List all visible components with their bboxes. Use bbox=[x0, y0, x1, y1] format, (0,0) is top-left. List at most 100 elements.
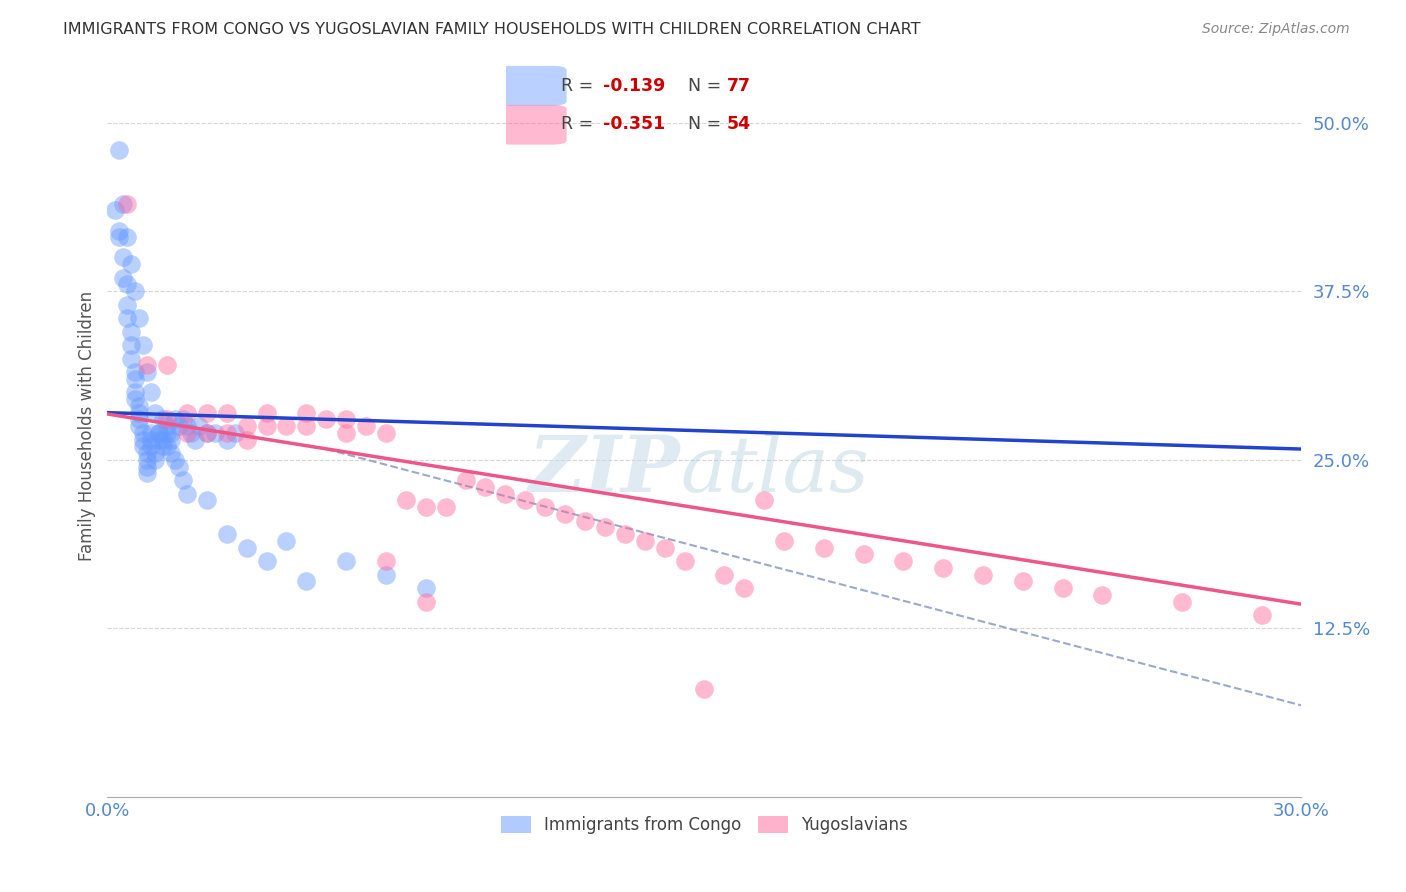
Point bbox=[156, 439, 179, 453]
Point bbox=[120, 325, 142, 339]
Point bbox=[176, 406, 198, 420]
Point bbox=[176, 486, 198, 500]
Text: N =: N = bbox=[688, 115, 727, 133]
Point bbox=[141, 385, 163, 400]
Point bbox=[136, 359, 159, 373]
Point bbox=[634, 533, 657, 548]
Point bbox=[295, 406, 318, 420]
Point bbox=[187, 419, 209, 434]
Text: 54: 54 bbox=[727, 115, 751, 133]
Point bbox=[1091, 588, 1114, 602]
Point bbox=[120, 351, 142, 366]
Point bbox=[143, 453, 166, 467]
Point bbox=[124, 372, 146, 386]
Text: R =: R = bbox=[561, 115, 599, 133]
Point bbox=[474, 480, 496, 494]
Point bbox=[235, 419, 257, 434]
Text: N =: N = bbox=[688, 78, 727, 95]
Point bbox=[454, 473, 477, 487]
Point bbox=[141, 425, 163, 440]
Point bbox=[117, 311, 139, 326]
Point bbox=[434, 500, 457, 514]
Point bbox=[156, 359, 179, 373]
Point bbox=[276, 533, 298, 548]
Point bbox=[112, 196, 135, 211]
Point bbox=[534, 500, 557, 514]
Point bbox=[215, 433, 238, 447]
Point bbox=[415, 594, 437, 608]
Point bbox=[160, 433, 183, 447]
Point bbox=[852, 547, 875, 561]
Point bbox=[143, 406, 166, 420]
Point bbox=[932, 561, 955, 575]
Point bbox=[112, 270, 135, 285]
Point bbox=[141, 433, 163, 447]
Point bbox=[215, 406, 238, 420]
Text: IMMIGRANTS FROM CONGO VS YUGOSLAVIAN FAMILY HOUSEHOLDS WITH CHILDREN CORRELATION: IMMIGRANTS FROM CONGO VS YUGOSLAVIAN FAM… bbox=[63, 22, 921, 37]
Point bbox=[128, 406, 150, 420]
Point bbox=[148, 433, 170, 447]
Point bbox=[176, 419, 198, 434]
Point bbox=[494, 486, 516, 500]
Point bbox=[156, 419, 179, 434]
Point bbox=[124, 365, 146, 379]
Point bbox=[224, 425, 246, 440]
Text: atlas: atlas bbox=[681, 433, 869, 508]
Point bbox=[132, 425, 155, 440]
Point bbox=[276, 419, 298, 434]
Text: 77: 77 bbox=[727, 78, 751, 95]
Point bbox=[295, 419, 318, 434]
Point bbox=[375, 554, 398, 568]
Point bbox=[395, 493, 418, 508]
Point bbox=[104, 203, 127, 218]
Point bbox=[120, 257, 142, 271]
Point bbox=[235, 433, 257, 447]
Point bbox=[124, 385, 146, 400]
Point bbox=[415, 500, 437, 514]
Point bbox=[136, 459, 159, 474]
Point bbox=[156, 412, 179, 426]
Point bbox=[1011, 574, 1033, 589]
Point bbox=[124, 284, 146, 298]
Point bbox=[136, 453, 159, 467]
Point bbox=[172, 473, 194, 487]
Legend: Immigrants from Congo, Yugoslavians: Immigrants from Congo, Yugoslavians bbox=[494, 809, 915, 841]
Point bbox=[415, 581, 437, 595]
Point bbox=[375, 425, 398, 440]
Point bbox=[752, 493, 775, 508]
Point bbox=[593, 520, 616, 534]
Point bbox=[613, 527, 636, 541]
Point bbox=[204, 425, 226, 440]
Point bbox=[143, 446, 166, 460]
Point bbox=[141, 439, 163, 453]
Point bbox=[515, 493, 537, 508]
Text: ZIP: ZIP bbox=[529, 433, 681, 509]
Point bbox=[215, 425, 238, 440]
Point bbox=[108, 143, 131, 157]
Point bbox=[176, 425, 198, 440]
Point bbox=[132, 433, 155, 447]
Point bbox=[148, 425, 170, 440]
Point bbox=[1052, 581, 1074, 595]
Point bbox=[136, 446, 159, 460]
FancyBboxPatch shape bbox=[498, 66, 567, 105]
Point bbox=[256, 419, 278, 434]
Point bbox=[195, 493, 218, 508]
Point bbox=[160, 446, 183, 460]
Text: R =: R = bbox=[561, 78, 599, 95]
Point bbox=[654, 541, 676, 555]
Point bbox=[972, 567, 994, 582]
Point bbox=[195, 425, 218, 440]
Point bbox=[335, 425, 357, 440]
Point bbox=[128, 412, 150, 426]
Point bbox=[132, 439, 155, 453]
Point bbox=[354, 419, 377, 434]
Point bbox=[167, 459, 190, 474]
Point bbox=[693, 682, 716, 697]
Point bbox=[1171, 594, 1194, 608]
Point bbox=[120, 338, 142, 352]
Point bbox=[128, 399, 150, 413]
Point bbox=[335, 412, 357, 426]
Point bbox=[180, 425, 202, 440]
Point bbox=[117, 298, 139, 312]
